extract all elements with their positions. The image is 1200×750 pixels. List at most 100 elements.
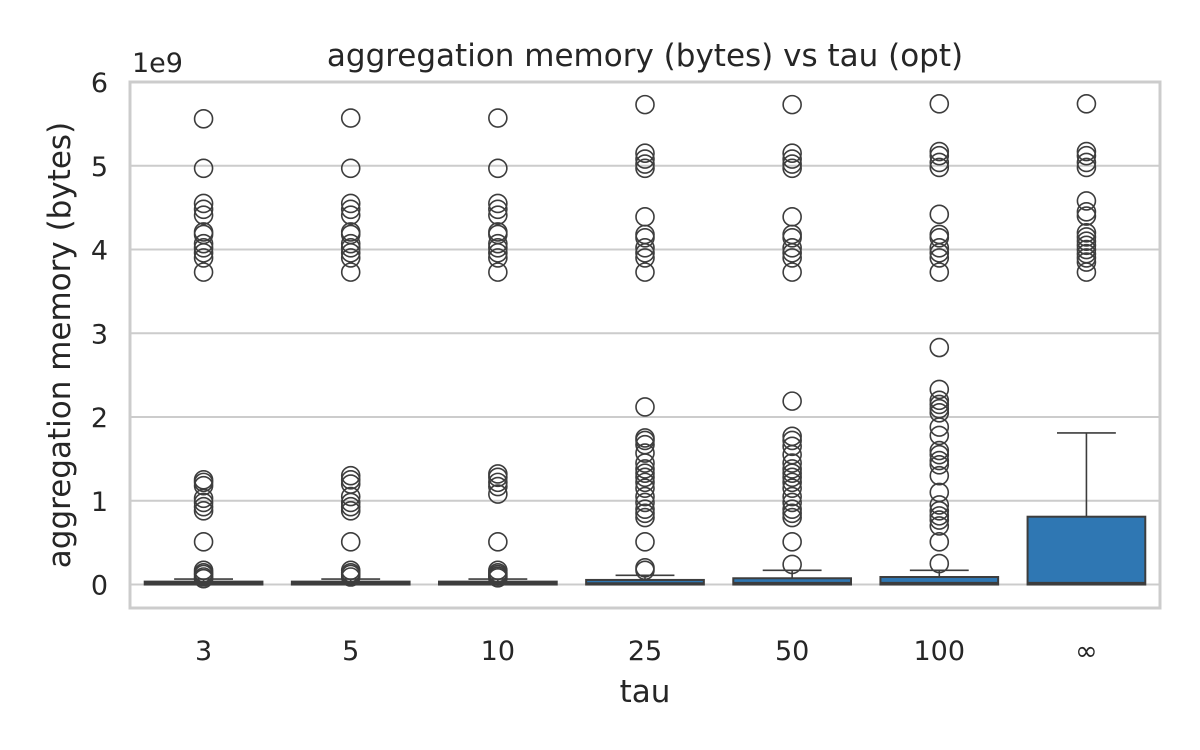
outlier-point bbox=[635, 143, 655, 163]
outlier-point bbox=[193, 496, 214, 517]
outlier-point bbox=[340, 501, 361, 521]
box-group bbox=[879, 93, 1000, 586]
outlier-point bbox=[488, 199, 508, 220]
outlier-point bbox=[488, 472, 508, 493]
outlier-point bbox=[340, 532, 361, 552]
outlier-point bbox=[929, 516, 950, 536]
outlier-point bbox=[929, 403, 950, 423]
outlier-point bbox=[193, 158, 214, 179]
outlier-point bbox=[635, 94, 655, 115]
x-tick-label: 5 bbox=[342, 636, 359, 667]
box-group bbox=[585, 94, 705, 586]
outlier-point bbox=[782, 478, 802, 499]
y-tick-label: 0 bbox=[91, 571, 108, 602]
outlier-point bbox=[193, 233, 214, 254]
outlier-point bbox=[1076, 145, 1097, 166]
outlier-point bbox=[929, 417, 950, 437]
outlier-point bbox=[929, 145, 950, 166]
box-group bbox=[438, 108, 558, 588]
outlier-point bbox=[340, 158, 361, 179]
box-group bbox=[290, 108, 411, 587]
outlier-point bbox=[929, 440, 950, 461]
outlier-point bbox=[340, 470, 361, 490]
outlier-point bbox=[929, 262, 950, 282]
outlier-point bbox=[782, 554, 802, 575]
outlier-point bbox=[782, 463, 802, 483]
outlier-point bbox=[635, 503, 655, 524]
boxes-layer bbox=[143, 93, 1147, 589]
outlier-point bbox=[488, 233, 508, 254]
outlier-point bbox=[488, 262, 508, 282]
outlier-point bbox=[635, 397, 655, 417]
outlier-point bbox=[635, 560, 655, 581]
outlier-point bbox=[929, 506, 950, 526]
outlier-point bbox=[782, 238, 802, 258]
outlier-point bbox=[782, 94, 802, 115]
outlier-point bbox=[782, 158, 802, 179]
x-tick-label: 100 bbox=[914, 636, 966, 667]
outlier-point bbox=[635, 262, 655, 282]
outlier-point bbox=[929, 141, 950, 162]
outlier-point bbox=[635, 430, 655, 451]
outlier-point bbox=[929, 379, 950, 400]
outlier-point bbox=[929, 510, 950, 530]
outlier-point bbox=[782, 499, 802, 519]
outlier-point bbox=[929, 152, 950, 173]
outlier-point bbox=[193, 248, 214, 268]
outlier-point bbox=[635, 532, 655, 552]
outlier-point bbox=[1076, 239, 1097, 260]
outlier-point bbox=[340, 108, 361, 128]
outlier-point bbox=[1076, 235, 1097, 256]
outlier-point bbox=[488, 238, 508, 258]
outlier-point bbox=[193, 492, 214, 513]
outlier-point bbox=[929, 93, 950, 114]
outlier-point bbox=[488, 205, 508, 225]
outlier-point bbox=[1076, 248, 1097, 268]
outlier-point bbox=[340, 238, 361, 258]
outlier-point bbox=[193, 109, 214, 129]
outlier-point bbox=[929, 337, 950, 358]
outlier-point bbox=[635, 467, 655, 488]
outlier-point bbox=[193, 568, 214, 589]
x-axis-label: tau bbox=[620, 674, 671, 710]
outlier-point bbox=[929, 204, 950, 225]
outlier-point bbox=[782, 391, 802, 411]
outlier-point bbox=[340, 199, 361, 220]
outlier-point bbox=[782, 532, 802, 552]
outlier-point bbox=[782, 227, 802, 248]
outlier-point bbox=[488, 158, 508, 179]
outlier-point bbox=[635, 238, 655, 258]
outlier-point bbox=[193, 205, 214, 225]
outlier-point bbox=[782, 154, 802, 174]
outlier-point bbox=[1076, 231, 1097, 251]
outlier-point bbox=[193, 199, 214, 220]
outlier-point bbox=[635, 463, 655, 483]
outlier-point bbox=[635, 499, 655, 519]
outlier-point bbox=[340, 248, 361, 268]
outlier-point bbox=[929, 450, 950, 471]
outlier-point bbox=[635, 507, 655, 528]
outlier-point bbox=[929, 454, 950, 475]
outlier-point bbox=[488, 467, 508, 488]
outlier-point bbox=[193, 243, 214, 263]
y-tick-label: 2 bbox=[91, 403, 108, 434]
x-tick-label: ∞ bbox=[1075, 636, 1098, 667]
y-tick-label: 6 bbox=[91, 68, 108, 99]
outlier-point bbox=[1076, 141, 1097, 162]
outlier-point bbox=[488, 532, 508, 552]
outlier-point bbox=[340, 465, 361, 486]
outlier-point bbox=[488, 568, 508, 588]
box-group bbox=[732, 94, 852, 586]
outlier-point bbox=[340, 193, 361, 214]
outlier-point bbox=[782, 149, 802, 169]
outlier-point bbox=[340, 205, 361, 225]
outlier-point bbox=[782, 503, 802, 524]
outlier-point bbox=[929, 495, 950, 515]
outlier-point bbox=[193, 262, 214, 282]
outlier-point bbox=[635, 492, 655, 513]
y-axis-label: aggregation memory (bytes) bbox=[42, 122, 78, 568]
outlier-point bbox=[635, 227, 655, 248]
outlier-point bbox=[782, 472, 802, 493]
outlier-point bbox=[488, 248, 508, 268]
